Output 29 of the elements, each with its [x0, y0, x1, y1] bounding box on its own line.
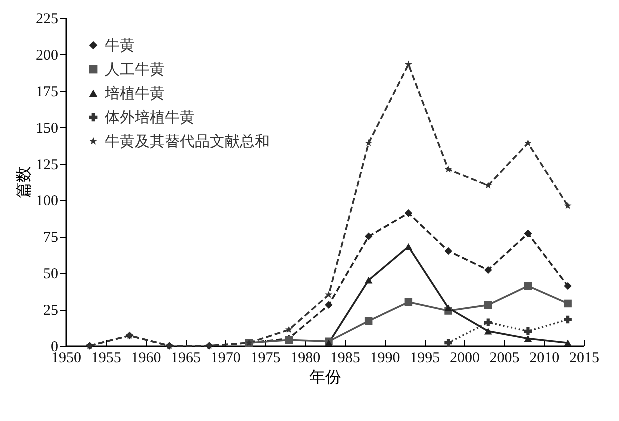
x-tick-label: 2005	[490, 350, 520, 366]
y-axis-title: 篇数	[16, 166, 33, 198]
y-tick-label: 125	[36, 157, 58, 174]
y-tick-label: 100	[36, 194, 58, 210]
y-tick-label: 25	[44, 303, 58, 320]
x-tick-label: 1995	[410, 350, 440, 366]
x-tick-label: 1970	[210, 350, 241, 366]
x-tick-label: 1990	[370, 350, 400, 366]
x-tick-label: 1960	[131, 350, 162, 366]
y-tick-label: 75	[44, 230, 58, 246]
legend-label: 牛黄	[105, 38, 135, 54]
x-tick-label: 2000	[450, 350, 480, 366]
x-tick-label: 2015	[570, 350, 600, 366]
x-tick-label: 1980	[290, 350, 321, 366]
x-tick-label: 1965	[171, 350, 202, 366]
y-tick-label: 50	[44, 266, 58, 283]
y-tick-label: 225	[36, 12, 58, 28]
legend-label: 培植牛黄	[104, 86, 165, 102]
y-tick-label: 200	[36, 48, 58, 64]
legend-label: 牛黄及其替代品文献总和	[105, 134, 270, 150]
x-axis-title: 年份	[310, 370, 342, 386]
y-tick-label: 150	[36, 120, 58, 137]
y-tick-label: 175	[36, 84, 58, 100]
legend-label: 人工牛黄	[105, 62, 165, 78]
legend-label: 体外培植牛黄	[105, 110, 195, 126]
x-tick-label: 1985	[330, 350, 360, 366]
x-tick-label: 2010	[530, 350, 560, 366]
x-tick-label: 1975	[250, 350, 281, 366]
x-tick-label: 1955	[91, 350, 122, 366]
